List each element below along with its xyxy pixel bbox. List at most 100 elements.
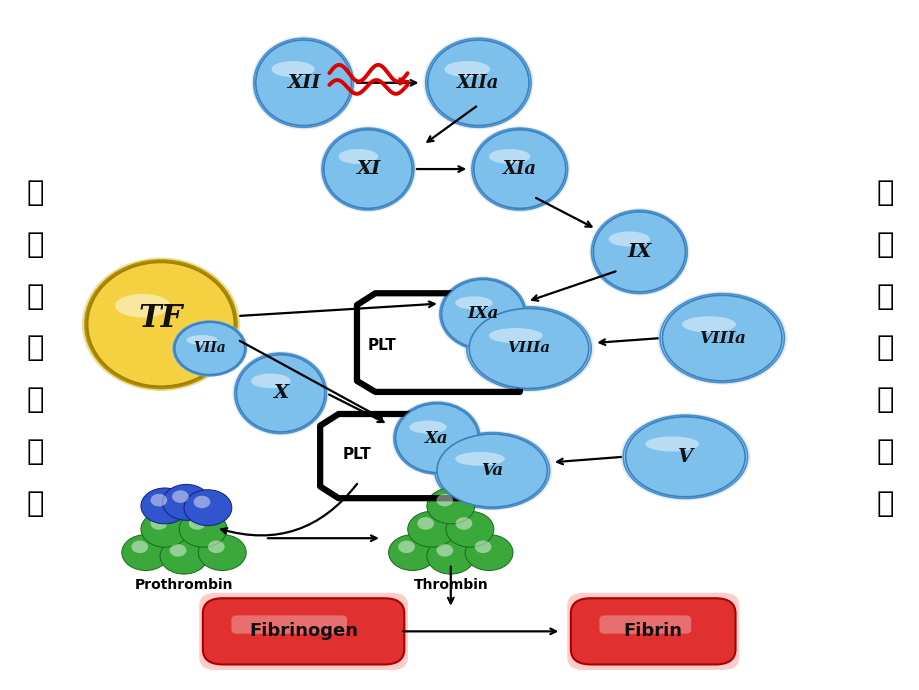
Text: Prothrombin: Prothrombin (134, 578, 233, 591)
Circle shape (465, 535, 513, 571)
Ellipse shape (323, 130, 412, 208)
Circle shape (141, 511, 188, 547)
Text: 血: 血 (26, 386, 44, 414)
Ellipse shape (473, 130, 565, 208)
Circle shape (151, 518, 167, 530)
Ellipse shape (455, 452, 505, 466)
Circle shape (398, 540, 414, 553)
Ellipse shape (489, 149, 529, 164)
Circle shape (163, 484, 210, 520)
Ellipse shape (425, 39, 530, 127)
Ellipse shape (656, 291, 787, 385)
Text: X: X (273, 384, 288, 402)
Ellipse shape (251, 36, 356, 130)
Text: VIIa: VIIa (193, 342, 226, 355)
Text: 性: 性 (875, 283, 893, 310)
Circle shape (388, 535, 436, 571)
Text: IXa: IXa (467, 306, 498, 322)
Circle shape (193, 495, 210, 509)
Ellipse shape (320, 126, 415, 212)
Text: 源: 源 (875, 231, 893, 259)
Ellipse shape (469, 308, 588, 388)
Text: 凝: 凝 (26, 335, 44, 362)
Ellipse shape (441, 279, 524, 348)
Ellipse shape (625, 417, 744, 497)
Text: 统: 统 (875, 490, 893, 518)
Circle shape (169, 544, 187, 557)
Ellipse shape (622, 415, 747, 498)
Circle shape (141, 488, 188, 524)
Circle shape (436, 494, 453, 506)
Ellipse shape (659, 294, 784, 382)
Text: 性: 性 (26, 283, 44, 310)
Ellipse shape (608, 231, 649, 246)
Ellipse shape (254, 39, 353, 127)
Text: XI: XI (356, 160, 380, 178)
Ellipse shape (233, 351, 328, 435)
Ellipse shape (234, 353, 326, 433)
FancyBboxPatch shape (232, 615, 346, 633)
Text: Fibrin: Fibrin (623, 622, 682, 640)
Ellipse shape (85, 261, 236, 388)
Circle shape (436, 544, 453, 557)
Ellipse shape (423, 36, 533, 130)
Text: XIIa: XIIa (457, 74, 499, 92)
Ellipse shape (591, 210, 686, 293)
Ellipse shape (488, 328, 542, 343)
Circle shape (208, 540, 224, 553)
Text: Fibrinogen: Fibrinogen (249, 622, 357, 640)
Ellipse shape (82, 257, 240, 391)
Circle shape (160, 538, 208, 574)
Ellipse shape (437, 434, 547, 507)
Ellipse shape (115, 294, 170, 317)
Ellipse shape (469, 126, 569, 212)
Ellipse shape (393, 402, 480, 474)
Circle shape (184, 490, 232, 526)
Ellipse shape (338, 149, 378, 164)
Ellipse shape (455, 297, 492, 309)
Ellipse shape (87, 262, 234, 386)
Ellipse shape (409, 420, 446, 434)
Circle shape (188, 518, 205, 530)
Ellipse shape (662, 295, 781, 381)
Ellipse shape (251, 373, 290, 388)
Text: 统: 统 (26, 490, 44, 518)
Circle shape (417, 518, 434, 530)
Ellipse shape (444, 61, 490, 77)
Circle shape (407, 511, 455, 547)
FancyBboxPatch shape (566, 593, 739, 670)
Ellipse shape (619, 413, 750, 500)
Text: PLT: PLT (342, 446, 371, 462)
FancyBboxPatch shape (199, 593, 408, 670)
Text: 外: 外 (26, 179, 44, 207)
Ellipse shape (439, 278, 526, 350)
Circle shape (131, 540, 148, 553)
Text: PLT: PLT (367, 337, 396, 353)
Ellipse shape (427, 40, 528, 126)
Text: VIIIa: VIIIa (698, 330, 744, 346)
Ellipse shape (437, 277, 528, 352)
Ellipse shape (432, 431, 551, 511)
Ellipse shape (255, 40, 351, 126)
Ellipse shape (187, 335, 218, 345)
Text: VIIIa: VIIIa (507, 342, 550, 355)
Ellipse shape (173, 321, 246, 376)
Text: TF: TF (139, 304, 183, 334)
Ellipse shape (172, 320, 247, 377)
Ellipse shape (463, 305, 594, 392)
Circle shape (179, 511, 227, 547)
Text: 内: 内 (875, 179, 893, 207)
Circle shape (199, 535, 246, 571)
Circle shape (474, 540, 491, 553)
Ellipse shape (588, 208, 689, 295)
Ellipse shape (593, 212, 685, 292)
Text: V: V (677, 448, 692, 466)
Ellipse shape (271, 61, 314, 77)
Ellipse shape (471, 128, 567, 210)
Ellipse shape (435, 433, 549, 509)
Text: IX: IX (627, 243, 651, 261)
Ellipse shape (391, 400, 482, 476)
Circle shape (172, 491, 188, 503)
Circle shape (446, 511, 494, 547)
Circle shape (151, 494, 167, 506)
